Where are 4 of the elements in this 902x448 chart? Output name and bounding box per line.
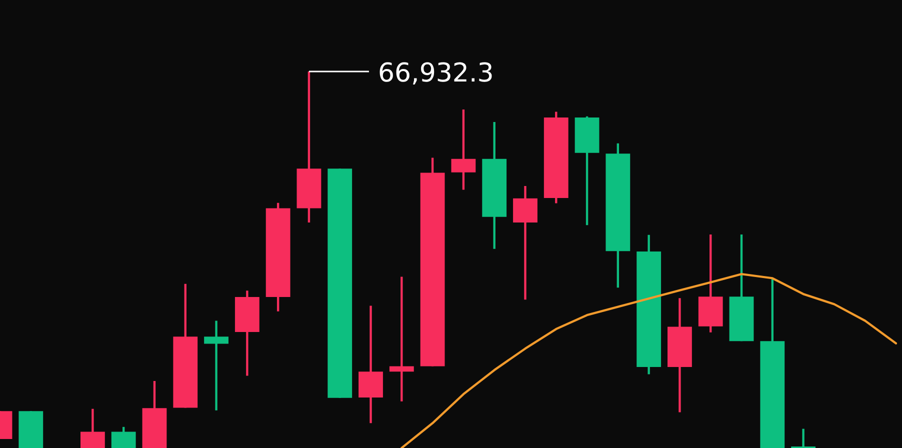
- candlestick: [389, 276, 414, 402]
- candlestick: [791, 428, 816, 448]
- candlestick: [204, 320, 228, 410]
- annotation: 66,932.3: [378, 58, 494, 89]
